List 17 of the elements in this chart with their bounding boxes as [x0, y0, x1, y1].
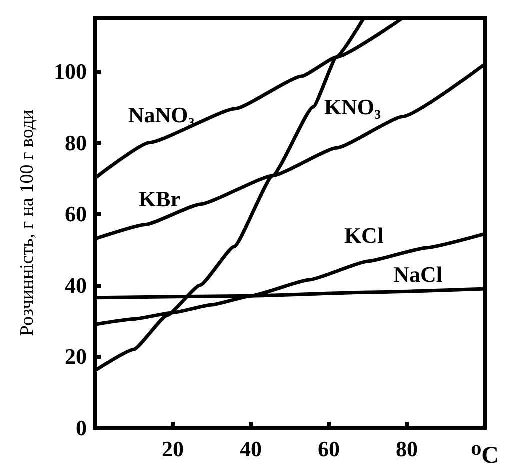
- y-axis-title: Розчинність, г на 100 г води: [17, 110, 38, 336]
- y-tick-label: 100: [54, 58, 87, 84]
- y-tick-label: 40: [65, 272, 87, 298]
- series-label: KNO₃: [324, 94, 382, 120]
- series-label: NaNO₃: [128, 102, 196, 128]
- x-tick-label: 20: [162, 436, 184, 462]
- series-label: NaCl: [394, 262, 442, 288]
- x-tick-label: 40: [240, 436, 262, 462]
- x-axis-title: ⁰C: [471, 443, 499, 468]
- x-tick-label: 80: [396, 436, 418, 462]
- series-label: KBr: [138, 186, 181, 212]
- y-tick-label: 0: [76, 416, 87, 440]
- y-tick-label: 20: [65, 344, 87, 370]
- x-tick-label: 60: [318, 436, 340, 462]
- y-tick-label: 60: [65, 202, 87, 227]
- y-tick-label: 80: [65, 130, 87, 156]
- series-label: KCl: [344, 223, 384, 248]
